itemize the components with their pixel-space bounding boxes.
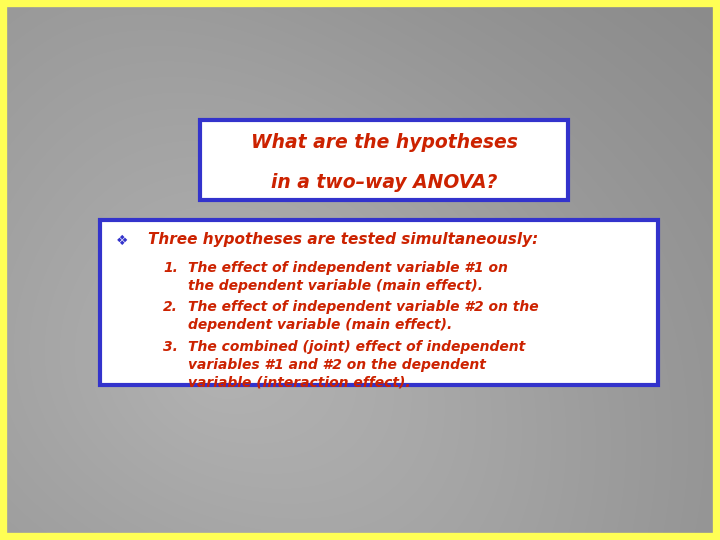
Bar: [200, 120, 568, 200]
Text: in a two–way ANOVA?: in a two–way ANOVA?: [271, 172, 498, 192]
Text: The combined (joint) effect of independent: The combined (joint) effect of independe…: [188, 340, 526, 354]
Text: What are the hypotheses: What are the hypotheses: [251, 133, 518, 152]
Text: The effect of independent variable #2 on the: The effect of independent variable #2 on…: [188, 300, 539, 314]
Text: 3.: 3.: [163, 340, 178, 354]
Text: ❖: ❖: [116, 234, 128, 248]
Text: dependent variable (main effect).: dependent variable (main effect).: [188, 318, 452, 332]
Text: variable (interaction effect).: variable (interaction effect).: [188, 376, 410, 390]
Text: variables #1 and #2 on the dependent: variables #1 and #2 on the dependent: [188, 358, 486, 372]
Text: 2.: 2.: [163, 300, 178, 314]
Text: The effect of independent variable #1 on: The effect of independent variable #1 on: [188, 261, 508, 275]
Text: the dependent variable (main effect).: the dependent variable (main effect).: [188, 279, 483, 293]
Text: Three hypotheses are tested simultaneously:: Three hypotheses are tested simultaneous…: [148, 232, 539, 247]
Text: 1.: 1.: [163, 261, 178, 275]
Bar: [100, 220, 658, 385]
